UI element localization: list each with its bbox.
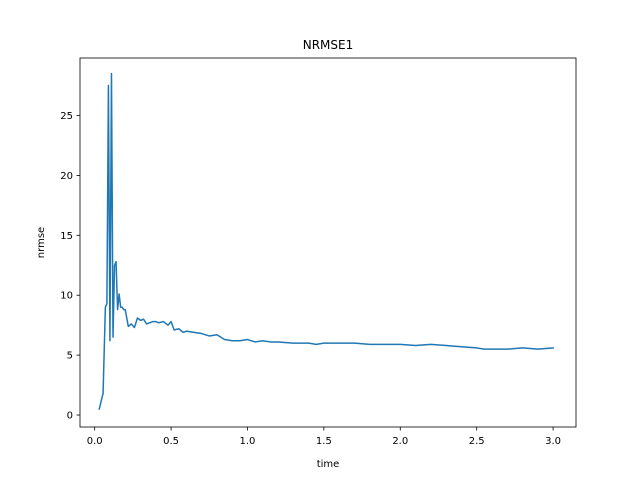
x-tick-label-1: 0.5 bbox=[163, 436, 179, 447]
y-axis-label: nrmse bbox=[36, 227, 47, 258]
y-tick-label-4: 20 bbox=[60, 171, 73, 182]
x-tick-label-5: 2.5 bbox=[469, 436, 485, 447]
y-tick-label-2: 10 bbox=[60, 291, 73, 302]
x-tick-label-0: 0.0 bbox=[87, 436, 103, 447]
series-layer bbox=[98, 72, 554, 410]
y-tick-label-5: 25 bbox=[60, 111, 73, 122]
y-tick-label-1: 5 bbox=[67, 351, 73, 362]
y-tick-label-0: 0 bbox=[67, 411, 73, 422]
plot-area bbox=[79, 57, 577, 428]
chart-title: NRMSE1 bbox=[303, 38, 354, 52]
plot-frame bbox=[79, 57, 577, 428]
series-line-0 bbox=[98, 72, 554, 410]
x-axis-label: time bbox=[317, 459, 340, 470]
x-tick-label-4: 2.0 bbox=[392, 436, 408, 447]
y-axis: 0 5 10 15 20 25 bbox=[60, 111, 80, 422]
y-tick-label-3: 15 bbox=[60, 231, 73, 242]
x-tick-label-3: 1.5 bbox=[316, 436, 332, 447]
x-tick-label-2: 1.0 bbox=[240, 436, 256, 447]
x-axis: 0.0 0.5 1.0 1.5 2.0 2.5 3.0 bbox=[87, 427, 561, 447]
x-tick-label-6: 3.0 bbox=[545, 436, 561, 447]
